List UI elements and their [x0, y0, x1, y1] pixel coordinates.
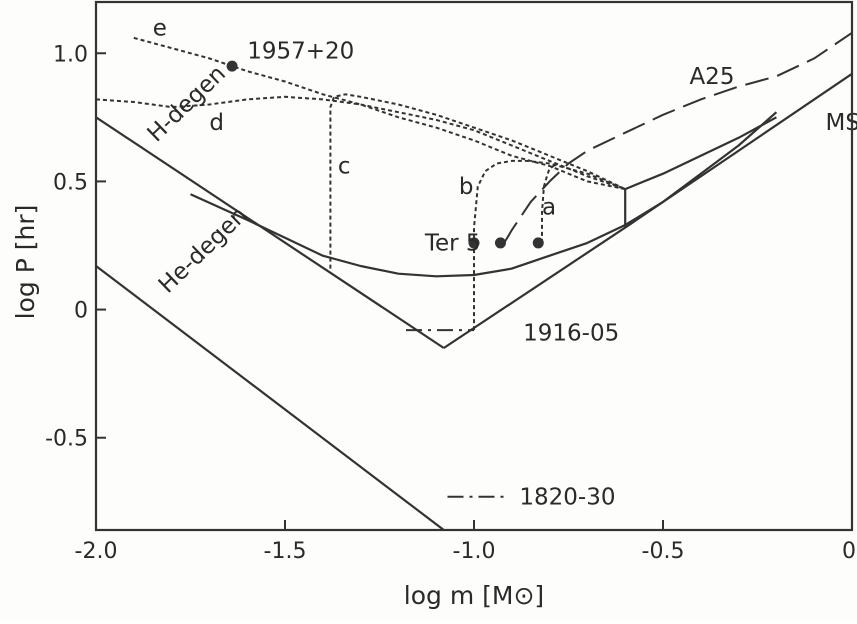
data-point-2	[494, 237, 506, 249]
y-tick-label: 0.5	[53, 170, 88, 195]
annotation-a25: A25	[689, 64, 734, 90]
series-a25	[503, 31, 853, 244]
x-tick-label: -1.0	[453, 539, 496, 564]
annotation-ter-5: Ter 5	[424, 231, 481, 257]
annotation-b: b	[459, 174, 474, 200]
annotation-1820-30: 1820-30	[519, 484, 615, 510]
y-tick-label: 1.0	[53, 42, 88, 67]
series-a	[541, 162, 558, 243]
y-tick-label: 0	[74, 299, 88, 324]
annotation-e: e	[153, 15, 167, 41]
series-c	[329, 93, 626, 269]
annotation-he-degen: He-degen	[154, 202, 253, 298]
annotation-c: c	[338, 154, 351, 180]
y-axis-title: log P [hr]	[11, 205, 40, 320]
x-tick-label: -2.0	[75, 539, 118, 564]
series-e	[133, 36, 626, 191]
data-point-3	[532, 237, 544, 249]
series-he-degen	[95, 265, 445, 531]
data-point-1957-20	[226, 60, 238, 72]
x-axis-title: log m [M⊙]	[404, 581, 544, 610]
series-curve-3	[190, 111, 778, 278]
annotation-1916-05: 1916-05	[523, 320, 619, 346]
x-tick-label: 0	[842, 539, 856, 564]
x-tick-label: -0.5	[642, 539, 685, 564]
x-ticks: -2.0 -1.5 -1.0 -0.5 0	[75, 520, 856, 564]
annotation-a: a	[542, 195, 556, 221]
points-layer	[226, 60, 544, 249]
series-layer	[95, 31, 853, 531]
x-tick-label: -1.5	[264, 539, 307, 564]
series-h-degen	[95, 116, 445, 349]
y-tick-label: -0.5	[45, 427, 88, 452]
data-point-ter-5	[468, 237, 480, 249]
y-ticks: 1.0 0.5 0 -0.5	[45, 42, 106, 452]
series-d	[95, 95, 626, 191]
annotation-1957-20: 1957+20	[247, 38, 354, 64]
series-curve-4	[624, 116, 777, 228]
annotation-d: d	[209, 110, 224, 136]
